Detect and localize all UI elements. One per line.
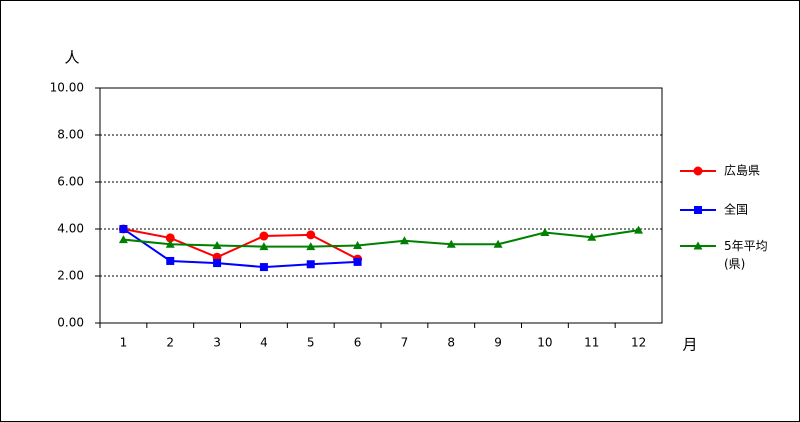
series-line xyxy=(123,229,639,248)
marker xyxy=(306,260,315,269)
x-tick-label: 2 xyxy=(166,336,174,350)
plot-area xyxy=(99,87,663,324)
marker xyxy=(399,236,409,245)
y-tick-label: 2.00 xyxy=(57,269,84,283)
x-tick-label: 8 xyxy=(447,336,455,350)
marker xyxy=(213,259,222,268)
marker xyxy=(118,235,128,244)
x-tick-label: 10 xyxy=(537,336,552,350)
marker xyxy=(259,263,268,272)
marker xyxy=(306,242,316,251)
legend-label: 5年平均 (県) xyxy=(724,239,768,271)
legend-label: 広島県 xyxy=(724,163,760,178)
marker xyxy=(212,240,222,249)
y-tick-label: 0.00 xyxy=(57,316,84,330)
marker xyxy=(166,256,175,265)
x-tick-label: 3 xyxy=(213,336,221,350)
marker xyxy=(634,225,644,234)
legend-label: 全国 xyxy=(724,202,748,217)
marker xyxy=(694,206,702,214)
y-tick-label: 4.00 xyxy=(57,222,84,236)
marker xyxy=(446,239,456,248)
y-axis-label: 人 xyxy=(64,49,79,67)
marker xyxy=(165,239,175,248)
marker xyxy=(693,166,703,176)
series-line xyxy=(122,228,358,269)
x-tick-label: 9 xyxy=(494,336,502,350)
x-tick-label: 11 xyxy=(584,336,599,350)
x-tick-label: 12 xyxy=(631,336,646,350)
x-tick-label: 5 xyxy=(307,336,315,350)
marker xyxy=(259,231,269,241)
marker xyxy=(493,239,503,248)
marker xyxy=(165,233,175,243)
marker xyxy=(540,228,550,237)
x-tick-label: 4 xyxy=(260,336,268,350)
marker xyxy=(587,232,597,241)
x-axis-label: 月 xyxy=(682,336,697,354)
x-tick-label: 7 xyxy=(401,336,409,350)
marker xyxy=(353,257,362,266)
marker xyxy=(353,240,363,249)
x-tick-label: 6 xyxy=(354,336,362,350)
marker xyxy=(693,241,703,250)
x-tick-label: 1 xyxy=(120,336,128,350)
marker xyxy=(306,230,316,240)
y-tick-label: 10.00 xyxy=(50,81,84,95)
marker xyxy=(259,242,269,251)
legend-label-line: 5年平均 xyxy=(724,239,768,253)
legend-label-line: (県) xyxy=(724,257,745,271)
marker xyxy=(119,225,128,233)
y-tick-label: 8.00 xyxy=(57,128,84,142)
y-tick-label: 6.00 xyxy=(57,175,84,189)
